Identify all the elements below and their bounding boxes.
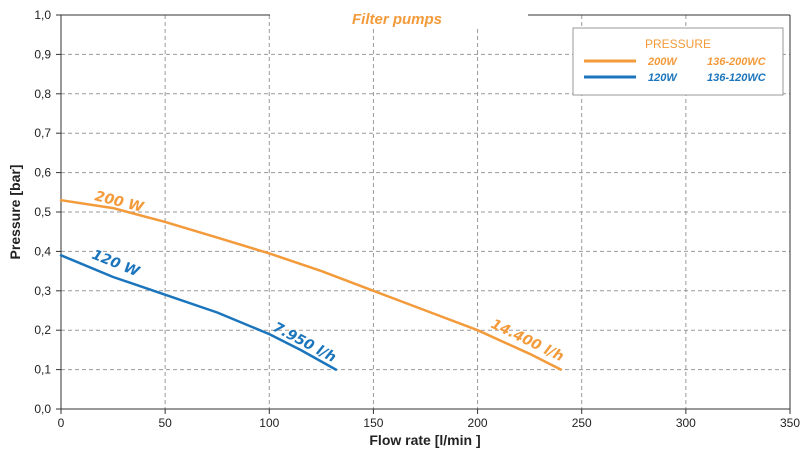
legend-entry-200w-name: 200W — [647, 56, 678, 68]
legend: PRESSURE 200W 136-200WC 120W 136-120WC — [572, 27, 784, 96]
y-tick-label: 0,4 — [34, 244, 51, 258]
x-tick-label: 300 — [676, 416, 696, 430]
y-tick-label: 0,6 — [34, 166, 51, 180]
y-tick-label: 0,2 — [34, 323, 51, 337]
series-label-120w: 120 W — [90, 247, 142, 281]
legend-entry-120w-name: 120W — [648, 72, 678, 84]
y-tick-label: 0,5 — [34, 205, 51, 219]
x-tick-label: 50 — [158, 416, 172, 430]
x-tick-label: 250 — [572, 416, 592, 430]
series-lines — [59, 198, 563, 371]
y-tick-label: 1,0 — [34, 8, 51, 22]
x-tick-label: 200 — [468, 416, 488, 430]
x-tick-label: 0 — [58, 416, 65, 430]
title-background — [270, 6, 528, 26]
y-axis-title: Pressure [bar] — [7, 165, 23, 260]
x-tick-label: 150 — [363, 416, 383, 430]
series-line-200w — [59, 198, 563, 371]
y-tick-label: 0,3 — [34, 284, 51, 298]
x-axis-title: Flow rate [l/min ] — [369, 432, 480, 448]
legend-entry-200w-model: 136-200WC — [707, 56, 767, 68]
y-tick-label: 0,0 — [34, 402, 51, 416]
series-line-120w — [59, 254, 338, 371]
grid-lines — [61, 15, 790, 409]
series-end-label-120w: 7.950 l/h — [270, 319, 338, 366]
legend-title: PRESSURE — [645, 37, 711, 51]
legend-entry-120w-model: 136-120WC — [707, 72, 767, 84]
y-tick-labels: 0,0 0,1 0,2 0,3 0,4 0,5 0,6 0,7 0,8 0,9 1,0 — [34, 8, 51, 416]
y-tick-label: 0,1 — [34, 363, 51, 377]
x-tick-label: 100 — [259, 416, 279, 430]
chart-title: Filter pumps — [352, 11, 442, 28]
x-tick-labels: 0 50 100 150 200 250 300 350 — [58, 416, 801, 430]
y-tick-label: 0,9 — [34, 47, 51, 61]
y-tick-label: 0,8 — [34, 87, 51, 101]
x-tick-label: 350 — [780, 416, 800, 430]
y-tick-label: 0,7 — [34, 126, 51, 140]
